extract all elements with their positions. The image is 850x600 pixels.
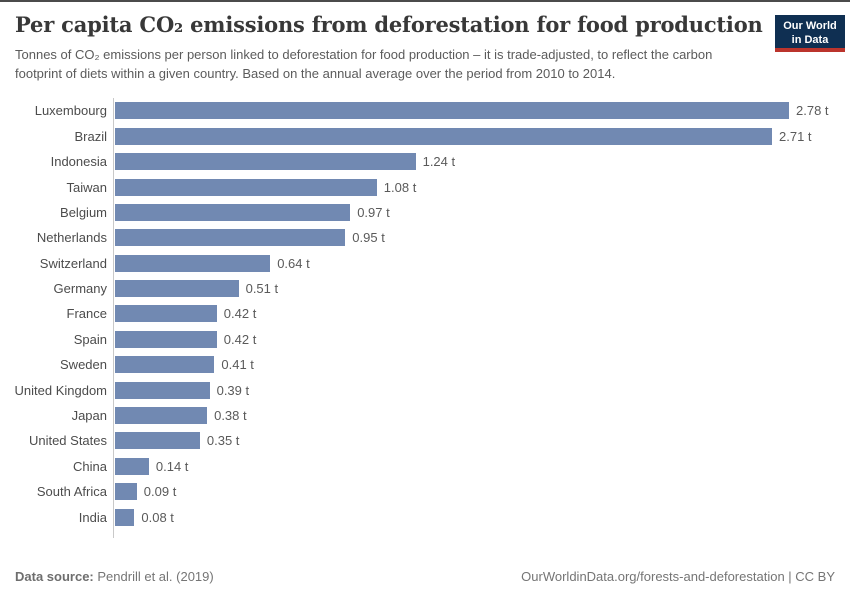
bar-row: 0.08 t <box>114 504 850 529</box>
bar-value-label: 1.08 t <box>383 179 417 195</box>
bar-value-label: 0.42 t <box>223 331 257 347</box>
category-label: United Kingdom <box>14 382 108 398</box>
bar[interactable] <box>115 280 239 298</box>
bar-value-label: 0.14 t <box>155 458 189 474</box>
owid-logo-line2: in Data <box>791 34 829 46</box>
bar-value-label: 0.41 t <box>221 357 254 373</box>
category-label: Indonesia <box>50 154 107 170</box>
category-label: Brazil <box>74 128 107 144</box>
bar-value-label: 0.09 t <box>143 484 177 500</box>
bar-row: 2.78 t <box>114 98 850 123</box>
page-title: Per capita CO₂ emissions from deforestat… <box>15 12 763 37</box>
category-label: Sweden <box>60 357 107 373</box>
bar-value-label: 0.08 t <box>141 509 174 525</box>
bar-value-label: 0.97 t <box>357 204 390 220</box>
bar-row: 0.35 t <box>114 428 850 453</box>
category-label: South Africa <box>36 484 107 500</box>
bar-row: 0.64 t <box>114 251 850 276</box>
bar-value-label: 2.71 t <box>779 128 812 144</box>
chart-header: Per capita CO₂ emissions from deforestat… <box>0 2 850 83</box>
category-label: United States <box>28 433 107 449</box>
bar-value-label: 0.95 t <box>352 230 385 246</box>
bar[interactable] <box>115 102 789 120</box>
bar[interactable] <box>115 432 200 450</box>
bar-row: 0.09 t <box>114 479 850 504</box>
category-label: China <box>73 458 107 474</box>
bar-chart: Luxembourg Brazil Indonesia Taiwan Belgium Ne… <box>0 98 850 538</box>
bar-row: 0.42 t <box>114 327 850 352</box>
bar-row: 0.42 t <box>114 301 850 326</box>
chart-footer: Data source: Pendrill et al. (2019) OurW… <box>15 569 835 584</box>
bar[interactable] <box>115 178 377 196</box>
bar-value-label: 1.24 t <box>422 154 456 170</box>
bar[interactable] <box>115 457 149 475</box>
bar[interactable] <box>115 483 137 501</box>
category-label: Belgium <box>60 204 107 220</box>
owid-logo: Our World in Data <box>775 15 845 52</box>
bar-row: 0.14 t <box>114 454 850 479</box>
bar[interactable] <box>115 356 215 374</box>
bar[interactable] <box>115 127 772 145</box>
owid-logo-line1: Our World <box>783 20 837 32</box>
category-labels-column: Luxembourg Brazil Indonesia Taiwan Belgium Ne… <box>0 98 113 538</box>
bars-column: 2.78 t 2.71 t 1.24 t 1.08 t 0.97 t 0.95 t 0.64… <box>113 98 850 538</box>
bar[interactable] <box>115 305 217 323</box>
bar[interactable] <box>115 203 351 221</box>
bar-value-label: 0.39 t <box>216 382 250 398</box>
bar[interactable] <box>115 407 208 425</box>
bar-value-label: 0.42 t <box>223 306 257 322</box>
bar-value-label: 0.51 t <box>245 281 279 297</box>
bar[interactable] <box>115 330 217 348</box>
category-label: Germany <box>53 281 107 297</box>
category-label: Japan <box>71 408 107 424</box>
bar[interactable] <box>115 229 346 247</box>
bar[interactable] <box>115 381 210 399</box>
category-label: Netherlands <box>36 230 107 246</box>
bar[interactable] <box>115 508 135 526</box>
category-label: Luxembourg <box>34 103 107 119</box>
category-label: India <box>78 509 107 525</box>
bar-value-label: 2.78 t <box>796 103 829 119</box>
bar-row: 0.39 t <box>114 377 850 402</box>
bar-value-label: 0.64 t <box>277 255 310 271</box>
data-source-label: Data source: <box>15 569 94 584</box>
category-label: Spain <box>73 331 107 347</box>
bar-row: 2.71 t <box>114 124 850 149</box>
bar-row: 1.24 t <box>114 149 850 174</box>
bar-value-label: 0.38 t <box>214 408 247 424</box>
data-source-note: Data source: Pendrill et al. (2019) <box>15 569 214 584</box>
license-note: OurWorldinData.org/forests-and-deforesta… <box>521 569 835 584</box>
category-label: France <box>66 306 107 322</box>
bar-row: 0.95 t <box>114 225 850 250</box>
bar-row: 1.08 t <box>114 174 850 199</box>
data-source-value: Pendrill et al. (2019) <box>97 569 214 584</box>
category-label: Switzerland <box>39 255 107 271</box>
bar-row: 0.41 t <box>114 352 850 377</box>
bar-value-label: 0.35 t <box>206 433 240 449</box>
category-label: Taiwan <box>66 179 107 195</box>
bar[interactable] <box>115 153 416 171</box>
bar-row: 0.38 t <box>114 403 850 428</box>
bar[interactable] <box>115 254 271 272</box>
bar-row: 0.97 t <box>114 200 850 225</box>
chart-subtitle: Tonnes of CO₂ emissions per person linke… <box>15 47 713 81</box>
bar-row: 0.51 t <box>114 276 850 301</box>
